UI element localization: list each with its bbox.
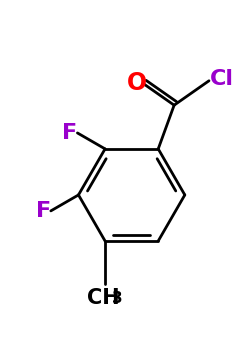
- Text: 3: 3: [112, 291, 122, 306]
- Text: F: F: [36, 201, 51, 221]
- Text: CH: CH: [88, 288, 120, 308]
- Text: O: O: [127, 70, 147, 95]
- Text: F: F: [62, 123, 78, 143]
- Text: Cl: Cl: [210, 69, 234, 89]
